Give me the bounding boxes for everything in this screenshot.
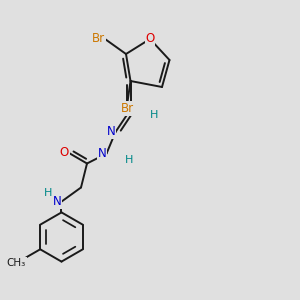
Text: Br: Br bbox=[92, 32, 105, 46]
Text: H: H bbox=[150, 110, 158, 120]
Text: N: N bbox=[107, 125, 116, 139]
Text: N: N bbox=[98, 147, 106, 160]
Text: H: H bbox=[44, 188, 52, 199]
Text: Br: Br bbox=[121, 102, 134, 115]
Text: O: O bbox=[60, 146, 69, 160]
Text: O: O bbox=[146, 32, 154, 46]
Text: H: H bbox=[124, 154, 133, 165]
Text: N: N bbox=[53, 195, 62, 208]
Text: CH₃: CH₃ bbox=[7, 257, 26, 268]
